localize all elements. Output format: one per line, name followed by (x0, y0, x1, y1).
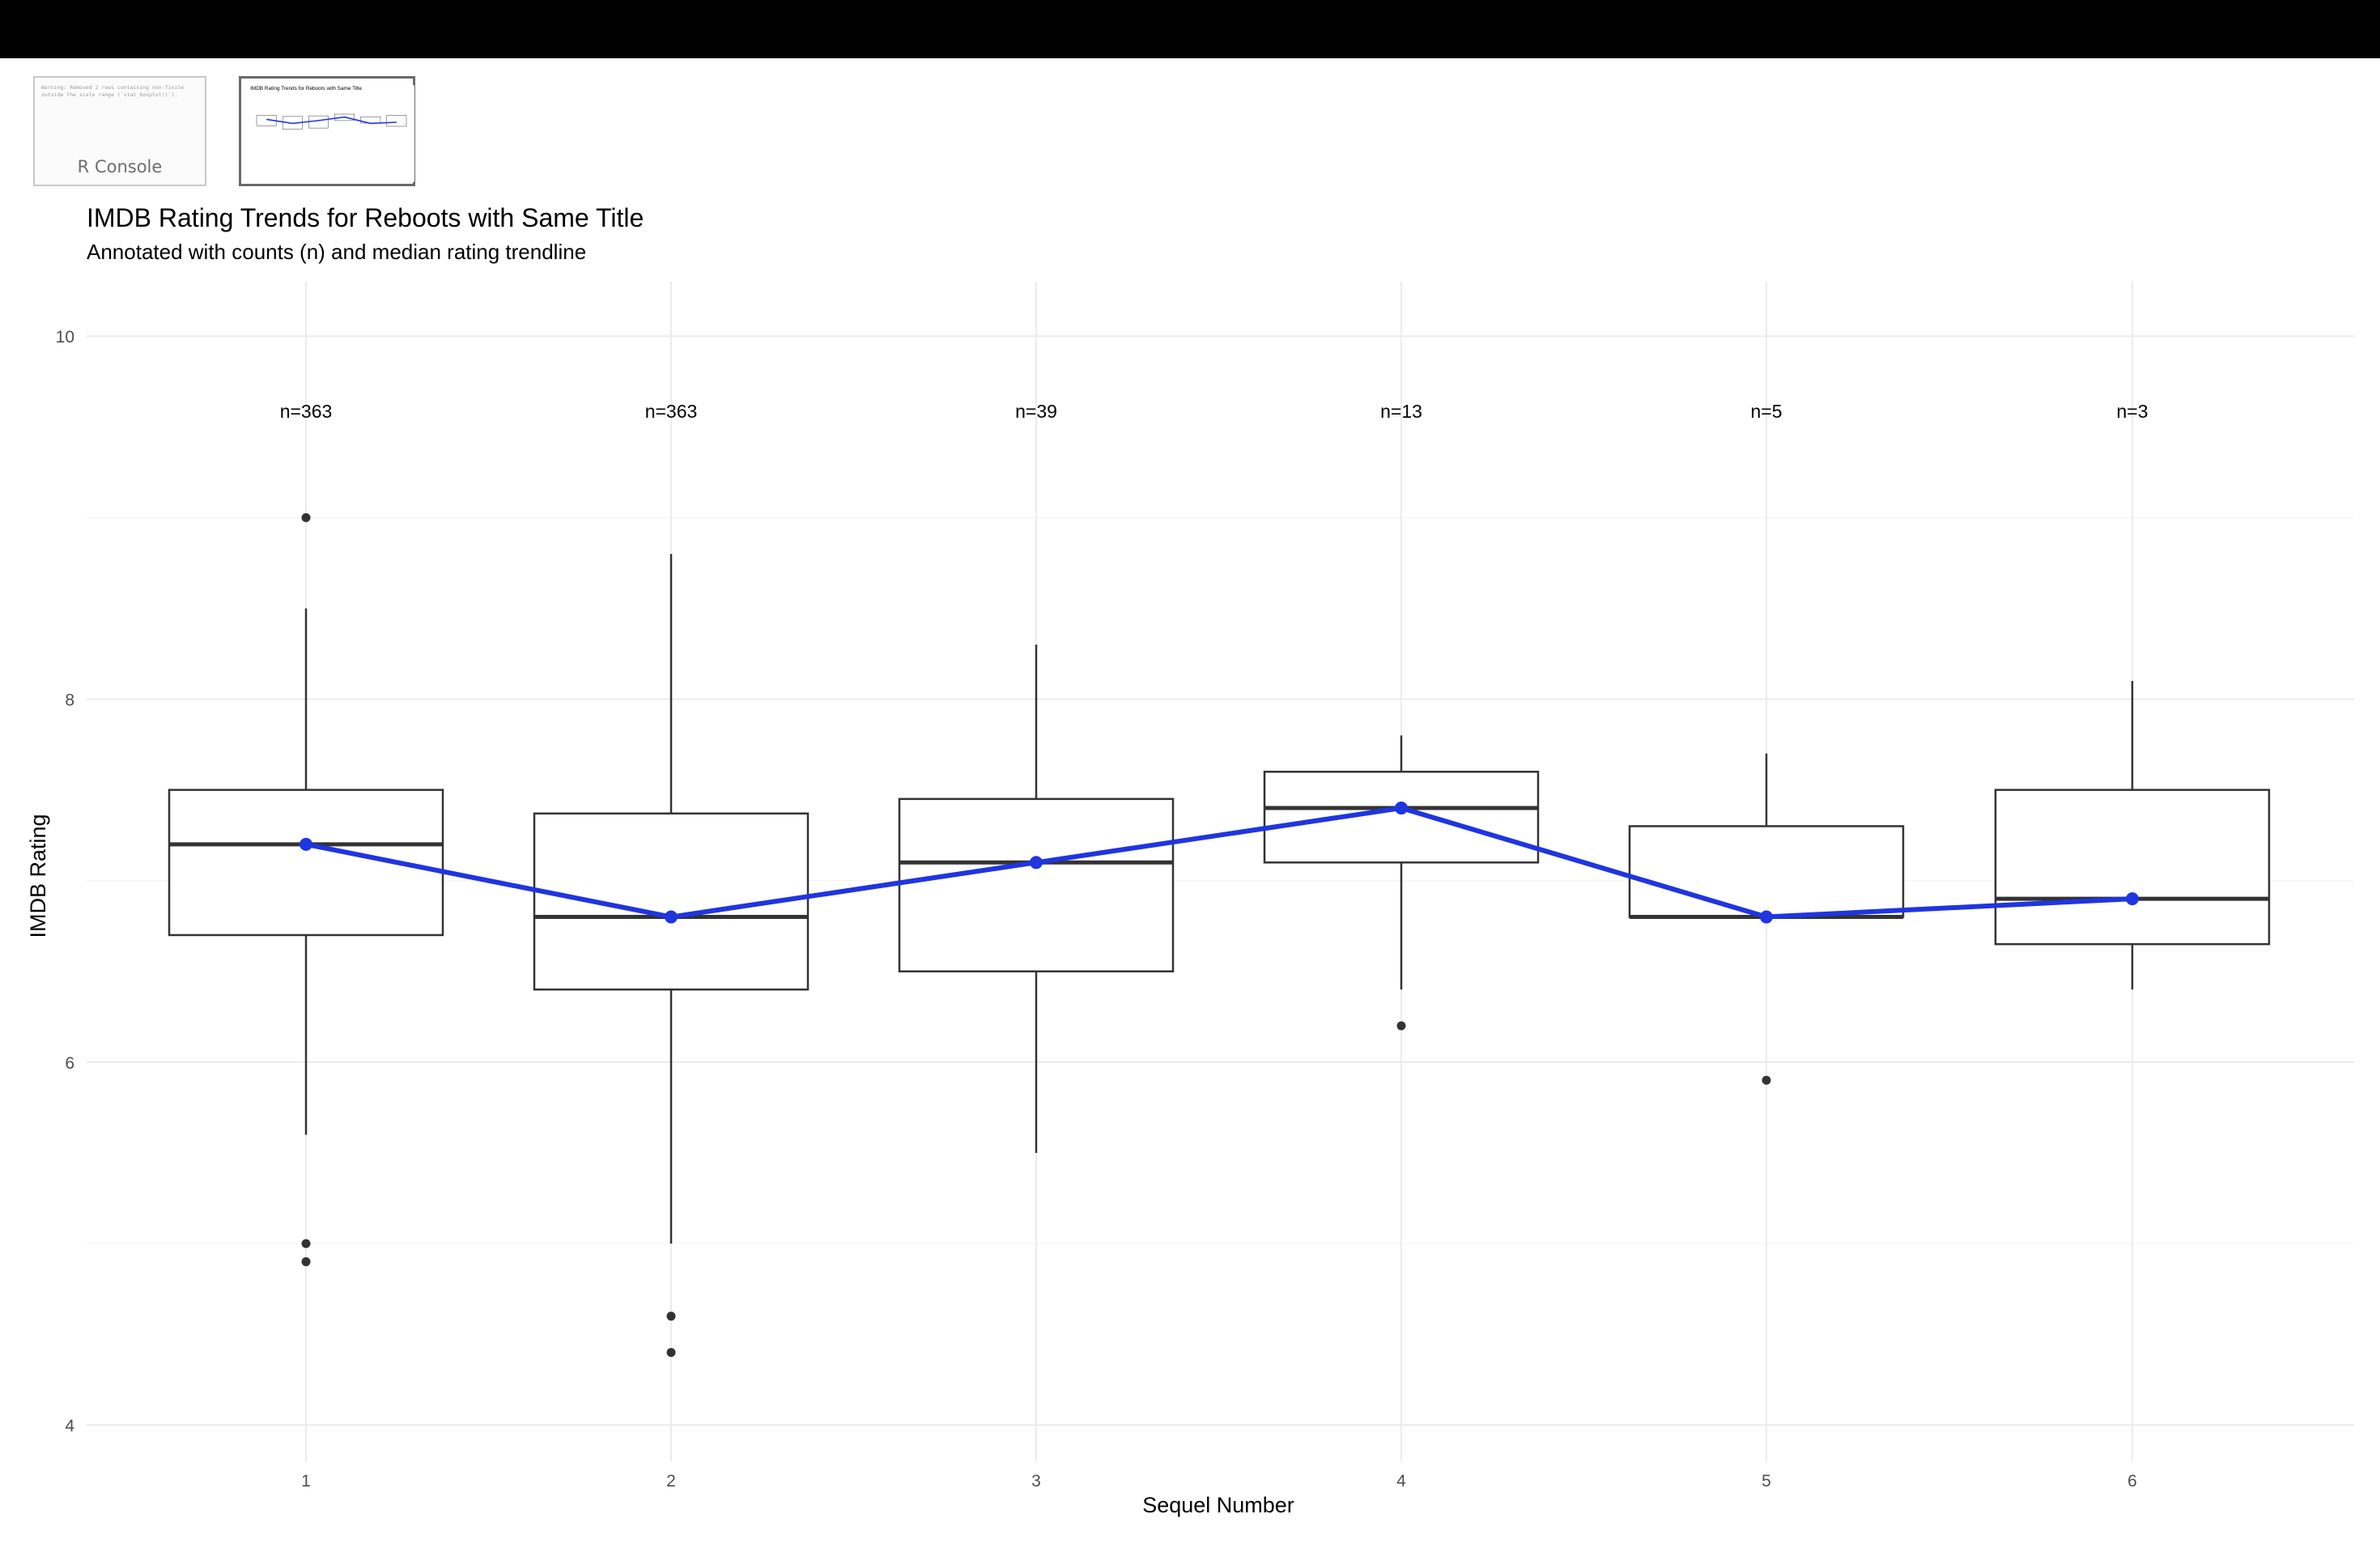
y-tick-label: 8 (65, 691, 74, 710)
r-console-thumbnail[interactable]: Warning: Removed 2 rows containing non-f… (33, 76, 206, 186)
console-label: R Console (77, 157, 163, 176)
count-label: n=13 (1380, 401, 1422, 422)
x-tick-label: 4 (1396, 1472, 1406, 1491)
outlier-point (1762, 1075, 1771, 1085)
outlier-point (666, 1348, 676, 1358)
trendline-point (1030, 856, 1043, 870)
outlier-point (301, 1239, 311, 1248)
count-label: n=5 (1750, 401, 1782, 422)
data-layer: n=363 n=363 n=39 n=13 n=5 n=3 (168, 401, 2271, 1358)
text-layer: IMDB Rating Trends for Reboots with Same… (26, 203, 1294, 1517)
trendline-point (1760, 910, 1773, 924)
x-tick-label: 6 (2127, 1472, 2137, 1491)
x-axis-label: Sequel Number (1142, 1493, 1294, 1517)
trendline-point (2126, 892, 2139, 906)
thumbnail-title: IMDB Rating Trends for Reboots with Same… (250, 86, 362, 91)
outlier-point (301, 512, 311, 522)
console-warning-text: Warning: Removed 2 rows containing non-f… (41, 84, 188, 98)
trendline-point (300, 837, 312, 851)
y-tick-label: 4 (65, 1417, 74, 1435)
box (1994, 789, 2271, 946)
plot-thumbnail[interactable]: IMDB Rating Trends for Reboots with Same… (239, 76, 415, 186)
y-tick-label: 10 (56, 328, 74, 347)
plot-thumbnail-preview: IMDB Rating Trends for Reboots with Same… (244, 85, 414, 182)
outlier-point (666, 1312, 676, 1321)
x-tick-label: 2 (666, 1472, 676, 1491)
outlier-point (301, 1257, 311, 1266)
outlier-point (1396, 1021, 1406, 1031)
x-tick-label: 1 (301, 1472, 311, 1491)
x-tick-label: 3 (1031, 1472, 1041, 1491)
box (1628, 825, 1905, 918)
count-label: n=39 (1015, 401, 1057, 422)
count-label: n=363 (645, 401, 698, 422)
trendline-point (665, 910, 678, 924)
median-trendline (305, 806, 2133, 920)
trendline-point (1395, 802, 1408, 815)
box (898, 797, 1175, 973)
chart-title: IMDB Rating Trends for Reboots with Same… (87, 203, 644, 232)
y-tick-label: 6 (65, 1054, 74, 1073)
top-bar (0, 0, 2380, 58)
count-label: n=363 (280, 401, 333, 422)
count-label: n=3 (2116, 401, 2148, 422)
x-tick-label: 5 (1762, 1472, 1771, 1491)
y-axis-label: IMDB Rating (26, 814, 50, 938)
box (1263, 770, 1540, 864)
thumbnail-chart-miniature (256, 113, 407, 130)
chart-subtitle: Annotated with counts (n) and median rat… (87, 240, 586, 264)
